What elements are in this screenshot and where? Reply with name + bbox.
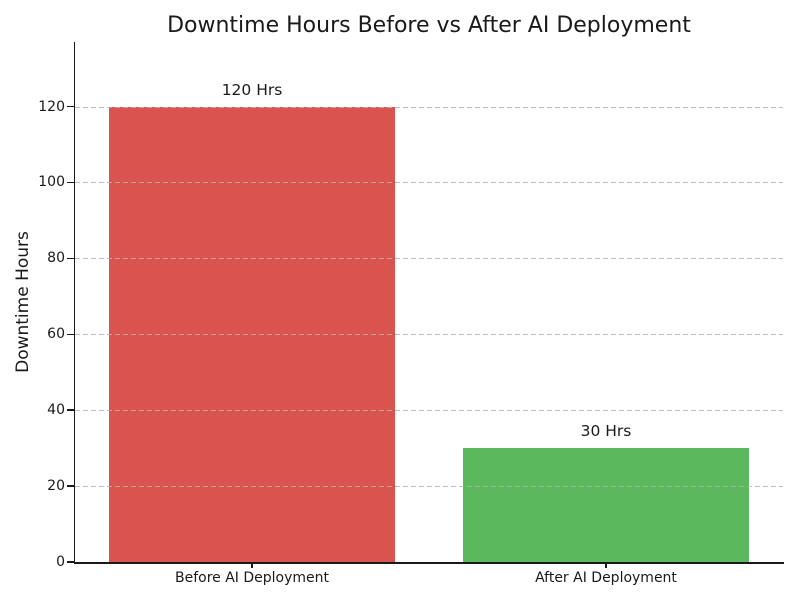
gridline xyxy=(75,182,783,184)
x-axis-spine xyxy=(73,562,784,564)
bar-value-label: 120 Hrs xyxy=(221,80,283,99)
bar-value-label: 30 Hrs xyxy=(580,422,632,441)
chart-title: Downtime Hours Before vs After AI Deploy… xyxy=(167,13,691,38)
y-tick-label: 120 xyxy=(38,98,65,115)
x-tick-mark xyxy=(251,562,253,568)
x-tick-mark xyxy=(605,562,607,568)
gridline xyxy=(75,106,783,108)
y-axis-spine xyxy=(73,42,75,564)
y-tick-label: 100 xyxy=(38,174,65,191)
y-tick-mark xyxy=(67,181,74,184)
y-tick-label: 60 xyxy=(47,326,65,343)
y-tick-label: 40 xyxy=(47,402,65,419)
y-tick-label: 0 xyxy=(56,554,65,570)
y-tick-mark xyxy=(67,333,74,335)
gridline xyxy=(75,486,783,488)
bar-after-ai-deployment xyxy=(462,448,750,562)
gridline xyxy=(75,258,783,260)
y-tick-label: 20 xyxy=(47,478,65,495)
x-tick-label: Before AI Deployment xyxy=(174,570,329,586)
y-tick-mark xyxy=(67,257,74,260)
y-tick-mark xyxy=(67,485,74,487)
gridline xyxy=(75,334,783,336)
x-tick-label: After AI Deployment xyxy=(535,570,677,586)
y-tick-mark xyxy=(67,561,74,563)
gridline xyxy=(75,410,783,412)
y-tick-mark xyxy=(67,409,74,411)
y-tick-mark xyxy=(67,105,74,108)
y-tick-label: 80 xyxy=(47,250,65,267)
plot-area: 120 Hrs Before AI Deployment 30 Hrs After A… xyxy=(38,42,783,586)
